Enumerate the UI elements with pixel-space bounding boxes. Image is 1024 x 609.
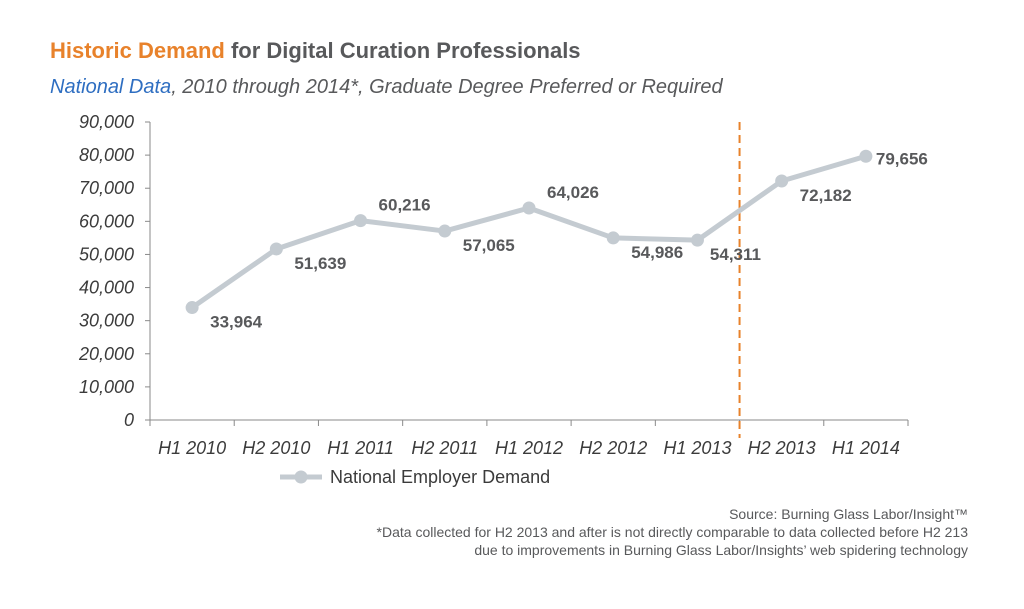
y-tick-label: 30,000 <box>79 311 134 331</box>
chart-subtitle: National Data, 2010 through 2014*, Gradu… <box>50 76 723 99</box>
data-point <box>185 301 199 315</box>
chart-title: Historic Demand for Digital Curation Pro… <box>50 38 581 64</box>
data-label: 72,182 <box>800 186 852 205</box>
legend-label: National Employer Demand <box>330 467 550 487</box>
data-point <box>606 231 620 245</box>
y-tick-label: 40,000 <box>79 278 134 298</box>
data-label: 79,656 <box>876 149 928 168</box>
x-tick-label: H1 2013 <box>663 438 731 458</box>
x-tick-label: H2 2013 <box>748 438 816 458</box>
series-line-national-employer-demand <box>190 153 867 310</box>
data-label: 33,964 <box>210 313 263 332</box>
y-tick-label: 70,000 <box>79 178 134 198</box>
y-tick-label: 10,000 <box>79 377 134 397</box>
data-point <box>690 233 704 247</box>
x-tick-label: H1 2014 <box>832 438 900 458</box>
data-point <box>354 214 368 228</box>
data-label: 51,639 <box>294 254 346 273</box>
x-tick-label: H1 2012 <box>495 438 563 458</box>
y-tick-label: 20,000 <box>78 344 134 364</box>
chart-title-rest: for Digital Curation Professionals <box>224 38 581 63</box>
y-tick-label: 90,000 <box>79 112 134 132</box>
x-tick-label: H2 2011 <box>411 438 478 458</box>
chart-subtitle-rest: , 2010 through 2014*, Graduate Degree Pr… <box>171 76 723 98</box>
chart-subtitle-accent: National Data <box>50 76 172 98</box>
data-label: 60,216 <box>379 196 431 215</box>
footnote-line-1: *Data collected for H2 2013 and after is… <box>376 524 968 540</box>
x-tick-label: H1 2011 <box>327 438 394 458</box>
data-point <box>438 224 452 238</box>
data-label: 54,986 <box>631 243 683 262</box>
footnote-line-2: due to improvements in Burning Glass Lab… <box>474 542 968 558</box>
chart-title-accent: Historic Demand <box>50 38 225 63</box>
data-label: 57,065 <box>463 236 515 255</box>
y-tick-label: 60,000 <box>79 211 134 231</box>
data-label: 54,311 <box>710 245 761 264</box>
data-point <box>522 201 536 215</box>
x-tick-label: H1 2010 <box>158 438 226 458</box>
data-point <box>859 149 873 163</box>
x-tick-label: H2 2010 <box>242 438 310 458</box>
data-label: 64,026 <box>547 183 599 202</box>
y-tick-label: 80,000 <box>79 145 134 165</box>
y-tick-label: 50,000 <box>79 244 134 264</box>
x-tick-label: H2 2012 <box>579 438 647 458</box>
source-text: Source: Burning Glass Labor/Insight™ <box>729 506 968 522</box>
data-point <box>775 174 789 188</box>
legend-swatch-marker <box>294 470 308 484</box>
source-notes: Source: Burning Glass Labor/Insight™ *Da… <box>377 505 968 559</box>
data-point <box>269 242 283 256</box>
y-tick-label: 0 <box>124 410 134 430</box>
